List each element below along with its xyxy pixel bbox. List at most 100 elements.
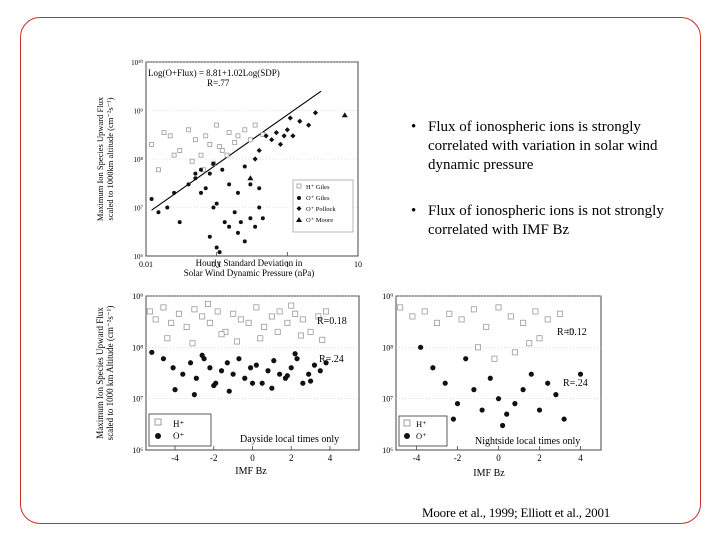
data-point-filled-circle	[454, 401, 461, 407]
data-point-filled-circle	[306, 371, 312, 377]
br-legend-label-1: O⁺	[416, 431, 427, 441]
data-point-open-square	[175, 310, 182, 317]
y-tick-label: 10⁹	[134, 108, 144, 116]
data-point-filled-triangle	[247, 175, 254, 181]
legend-open-square-marker	[296, 183, 302, 189]
data-point-open-square	[276, 308, 283, 315]
data-point-filled-circle	[199, 352, 205, 358]
data-point-filled-circle	[235, 230, 240, 235]
data-point-open-square	[567, 328, 574, 335]
bl-ticks: 10⁶ 10⁷ 10⁸ 10⁹ -4 -2 0 2 4	[132, 292, 333, 463]
data-point-open-square	[483, 323, 490, 330]
data-point-filled-circle	[191, 392, 198, 398]
y-tick-label: 10⁹	[132, 292, 143, 301]
br-points	[397, 304, 584, 429]
regression-line	[151, 90, 322, 211]
data-point-filled-circle	[495, 396, 502, 402]
data-point-open-square	[252, 122, 258, 128]
x-tick-label: 0.01	[139, 260, 153, 269]
data-point-filled-circle	[430, 365, 436, 371]
data-point-open-square	[224, 152, 230, 158]
data-point-open-square	[189, 158, 195, 164]
figures-canvas: 10⁶ 10⁷ 10⁸ 10⁹ 10¹⁰ 0.01 0.1 1 10 Log(O+Flux) =…	[95, 59, 602, 479]
bullet-text: Flux of ionospheric ions is strongly cor…	[428, 119, 658, 173]
bl-panel-label: Dayside local times only	[240, 434, 339, 445]
data-point-filled-circle	[512, 401, 518, 407]
br-panel-label: Nightside local times only	[475, 436, 580, 447]
y-tick-label: 10⁷	[382, 395, 393, 404]
data-point-filled-circle	[226, 388, 232, 394]
data-point-open-square	[191, 306, 198, 313]
bottom-left-scatter-chart: 10⁶ 10⁷ 10⁸ 10⁹ -4 -2 0 2 4 R=0.18 R=.24 Dayside…	[95, 292, 360, 477]
data-point-open-square	[146, 308, 153, 315]
data-point-open-square	[203, 133, 209, 139]
data-point-filled-circle	[214, 245, 219, 250]
br-r-label-0: R=0.12	[557, 327, 587, 338]
data-point-open-square	[247, 137, 253, 143]
x-tick-label: 0	[496, 453, 501, 463]
data-point-filled-circle	[236, 356, 242, 362]
data-point-filled-circle	[442, 380, 448, 386]
data-point-open-square	[297, 332, 304, 339]
bl-ylabel-line2: scaled to 1000 km Altitude (cm⁻²s⁻¹)	[105, 306, 115, 441]
data-point-filled-circle	[248, 182, 253, 187]
data-point-filled-circle	[218, 368, 225, 374]
data-point-filled-circle	[277, 371, 283, 377]
data-point-filled-circle	[271, 358, 277, 364]
top-scatter-chart: 10⁶ 10⁷ 10⁸ 10⁹ 10¹⁰ 0.01 0.1 1 10 Log(O+Flux) =…	[95, 59, 362, 278]
x-tick-label: -2	[210, 453, 218, 463]
data-point-filled-circle	[265, 368, 271, 374]
data-point-filled-circle	[536, 407, 543, 413]
slide-frame: 10⁶ 10⁷ 10⁸ 10⁹ 10¹⁰ 0.01 0.1 1 10 Log(O+Flux) =…	[20, 17, 701, 524]
data-point-open-square	[470, 306, 477, 313]
top-legend-label-1: O⁺ Giles	[306, 195, 330, 202]
top-legend-label-0: H⁺ Giles	[306, 184, 330, 191]
legend-filled-diamond-marker	[296, 206, 302, 211]
data-point-open-square	[206, 319, 213, 326]
data-point-filled-circle	[553, 392, 559, 398]
data-point-filled-circle	[149, 196, 154, 201]
br-legend-label-0: H⁺	[416, 419, 427, 429]
data-point-open-square	[198, 152, 204, 158]
data-point-filled-circle	[156, 210, 161, 215]
data-point-open-square	[446, 310, 453, 317]
data-point-open-square	[230, 310, 237, 317]
data-point-filled-circle	[317, 368, 323, 374]
data-point-open-square	[161, 130, 167, 136]
x-tick-label: 10	[354, 260, 362, 269]
br-ticks: 10⁶ 10⁷ 10⁸ 10⁹ -4 -2 0 2 4	[382, 292, 583, 463]
data-point-filled-diamond	[269, 137, 275, 143]
data-point-filled-circle	[180, 371, 186, 377]
data-point-open-square	[319, 336, 326, 343]
data-point-filled-circle	[247, 365, 254, 371]
data-point-filled-circle	[288, 365, 294, 371]
data-point-filled-circle	[227, 224, 232, 229]
y-tick-label: 10⁸	[132, 343, 143, 352]
data-point-filled-circle	[471, 387, 477, 393]
data-point-filled-diamond	[256, 147, 262, 154]
data-point-open-square	[237, 316, 244, 323]
data-point-filled-circle	[479, 407, 485, 413]
data-point-filled-circle	[160, 356, 167, 362]
data-point-filled-circle	[198, 167, 203, 172]
x-tick-label: 2	[289, 453, 294, 463]
data-point-filled-diamond	[277, 141, 284, 148]
data-point-open-square	[397, 304, 404, 311]
top-xlabel-line1: Hourly Standard Deviation in	[196, 258, 303, 268]
data-point-open-square	[307, 328, 314, 335]
bl-ylabel-line1: Maximum Ion Species Upward Flux	[95, 307, 105, 439]
data-point-filled-circle	[292, 351, 298, 357]
data-point-filled-circle	[311, 362, 318, 368]
bl-xlabel: IMF Bz	[235, 466, 267, 477]
top-ylabel-line2: scaled to 1000km altitude (cm⁻²s⁻¹)	[105, 97, 115, 220]
data-point-filled-diamond	[297, 118, 303, 124]
data-point-open-square	[253, 304, 260, 311]
data-point-filled-circle	[242, 164, 247, 169]
data-point-open-square	[474, 344, 481, 351]
data-point-filled-circle	[172, 387, 178, 393]
data-point-filled-circle	[230, 371, 236, 377]
legend-open-square-marker	[403, 419, 411, 427]
top-xlabel-line2: Solar Wind Dynamic Pressure (nPa)	[184, 268, 314, 278]
data-point-filled-circle	[193, 375, 199, 381]
data-point-open-square	[495, 304, 502, 311]
